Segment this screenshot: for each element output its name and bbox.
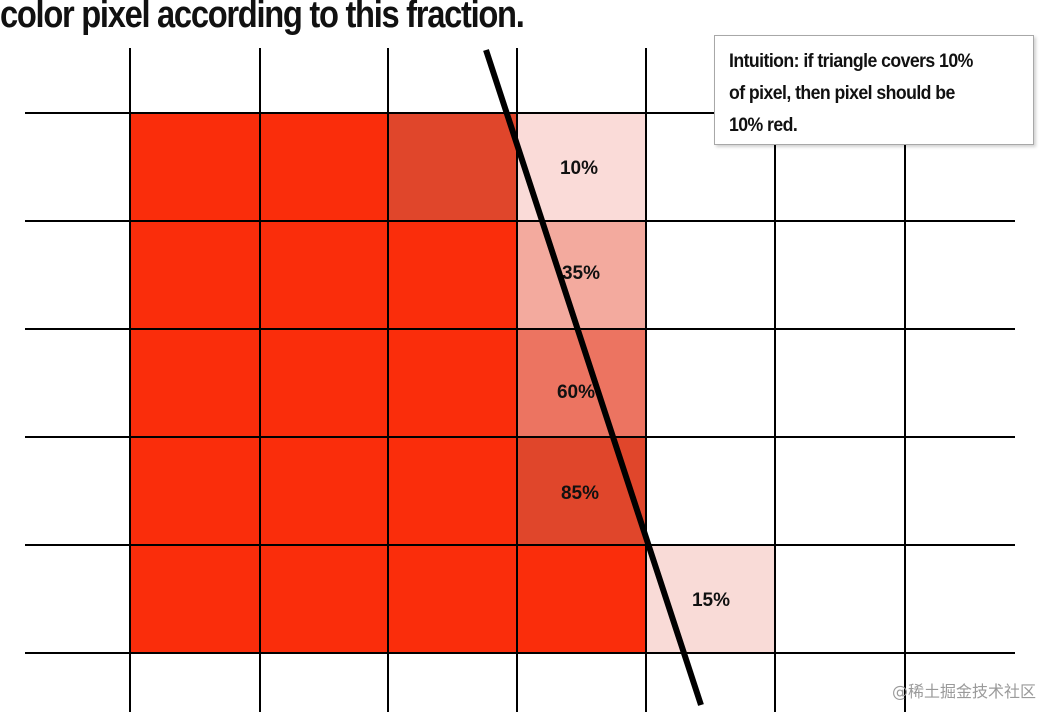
coverage-label-60: 60% — [557, 382, 595, 403]
pixel-coverage-35 — [517, 221, 646, 329]
coverage-label-85: 85% — [561, 483, 599, 504]
callout-line-2: of pixel, then pixel should be — [729, 83, 955, 104]
pixel-full-red — [388, 437, 517, 545]
pixel-full-red — [388, 329, 517, 437]
pixel-full-red — [130, 221, 260, 329]
grid-lines — [25, 48, 1015, 712]
intuition-callout-box: Intuition: if triangle covers 10% of pix… — [714, 35, 1034, 145]
pixel-full-red — [388, 221, 517, 329]
pixel-coverage-85 — [517, 437, 646, 545]
callout-line-1: Intuition: if triangle covers 10% — [729, 51, 973, 72]
coverage-label-35: 35% — [562, 263, 600, 284]
pixel-full-red — [260, 221, 388, 329]
pixel-full-red — [130, 329, 260, 437]
pixel-full-red — [130, 437, 260, 545]
pixel-full-red — [388, 545, 517, 653]
pixel-full-red — [260, 437, 388, 545]
pixel-full-red — [260, 113, 388, 221]
triangle-edge-line — [483, 49, 704, 706]
callout-line-3: 10% red. — [729, 115, 798, 136]
watermark: @稀土掘金技术社区 — [891, 682, 1036, 701]
pixel-full-red — [260, 329, 388, 437]
pixel-full-red — [260, 545, 388, 653]
partial-pixels — [517, 113, 775, 653]
covered-pixels — [130, 113, 646, 653]
pixel-full-red — [130, 113, 260, 221]
coverage-labels: 10% 35% 60% 85% 15% — [557, 158, 730, 611]
pixel-full-red — [517, 545, 646, 653]
slide-title: color pixel according to this fraction. — [0, 0, 525, 36]
pixel-dark-red — [388, 113, 517, 221]
coverage-label-15: 15% — [692, 590, 730, 611]
coverage-label-10: 10% — [560, 158, 598, 179]
pixel-full-red — [130, 545, 260, 653]
